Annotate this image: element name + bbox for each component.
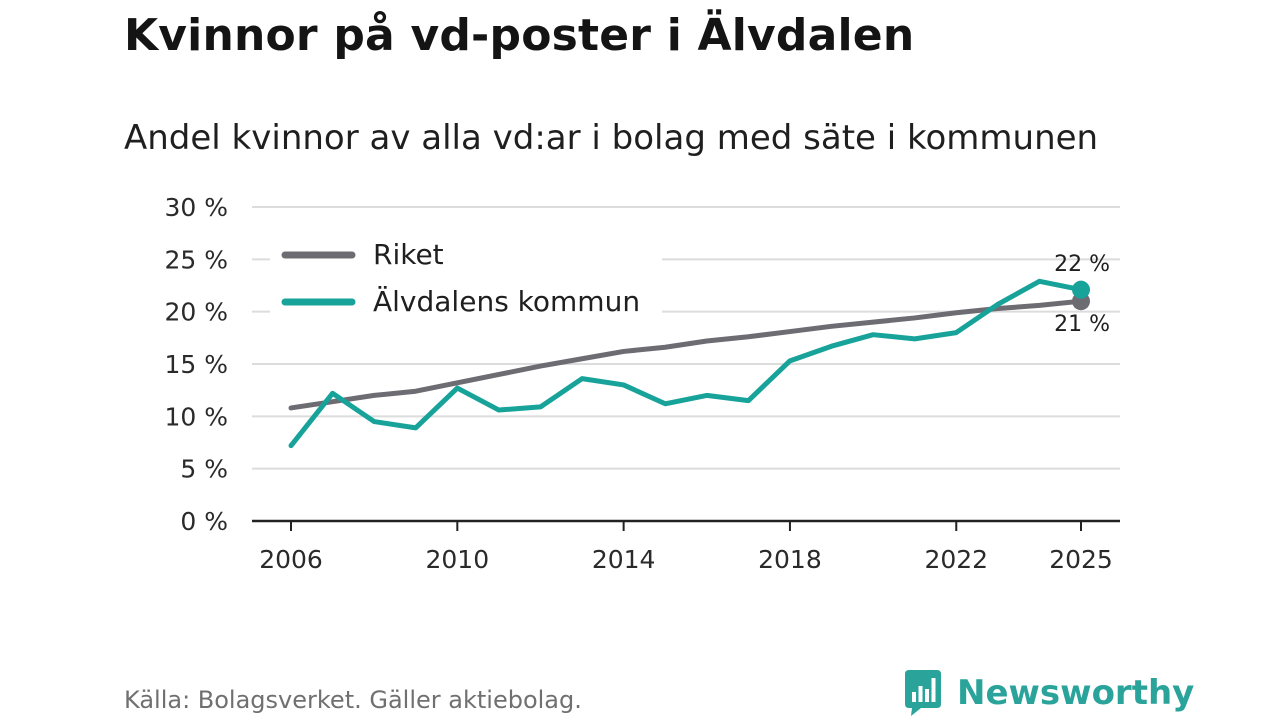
- x-tick-label: 2018: [758, 545, 822, 574]
- legend-backdrop: [270, 270, 662, 316]
- chart-title: Kvinnor på vd-poster i Älvdalen: [124, 10, 915, 61]
- x-tick-label: 2025: [1049, 545, 1113, 574]
- x-tick-label: 2014: [592, 545, 656, 574]
- x-axis: 2006 2010 2014 2018 2022 2025: [252, 519, 1120, 574]
- series-lines: [288, 278, 1084, 449]
- brand: Newsworthy: [903, 670, 1194, 716]
- legend-backdrop: [270, 223, 662, 269]
- y-tick-label: 10 %: [164, 402, 228, 431]
- x-tick-label: 2010: [426, 545, 490, 574]
- end-markers: 21 % 22 %: [1054, 252, 1110, 337]
- legend: Riket Älvdalens kommun: [270, 223, 662, 318]
- end-label-kommun: 22 %: [1054, 252, 1110, 277]
- legend-label: Riket: [373, 238, 444, 271]
- chart-subtitle: Andel kvinnor av alla vd:ar i bolag med …: [124, 118, 1099, 158]
- end-label-riket: 21 %: [1054, 312, 1110, 337]
- newsworthy-logo-icon: [905, 670, 941, 716]
- y-tick-label: 25 %: [164, 245, 228, 274]
- y-tick-label: 5 %: [180, 455, 228, 484]
- source-note: Källa: Bolagsverket. Gäller aktiebolag.: [124, 686, 582, 714]
- brand-name: Newsworthy: [957, 673, 1195, 713]
- legend-label: Älvdalens kommun: [373, 285, 640, 318]
- y-tick-label: 15 %: [164, 350, 228, 379]
- y-tick-label: 30 %: [164, 193, 228, 222]
- x-tick-label: 2006: [259, 545, 323, 574]
- y-tick-label: 20 %: [164, 298, 228, 327]
- series-line-riket: [288, 298, 1084, 411]
- y-axis-ticks: 0 % 5 % 10 % 15 % 20 % 25 % 30 %: [164, 193, 228, 536]
- series-line-kommun: [288, 278, 1084, 449]
- y-tick-label: 0 %: [180, 507, 228, 536]
- x-tick-label: 2022: [924, 545, 988, 574]
- end-point-kommun: [1072, 280, 1090, 299]
